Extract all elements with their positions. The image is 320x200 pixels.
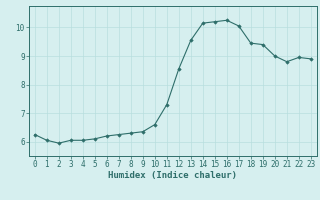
X-axis label: Humidex (Indice chaleur): Humidex (Indice chaleur): [108, 171, 237, 180]
